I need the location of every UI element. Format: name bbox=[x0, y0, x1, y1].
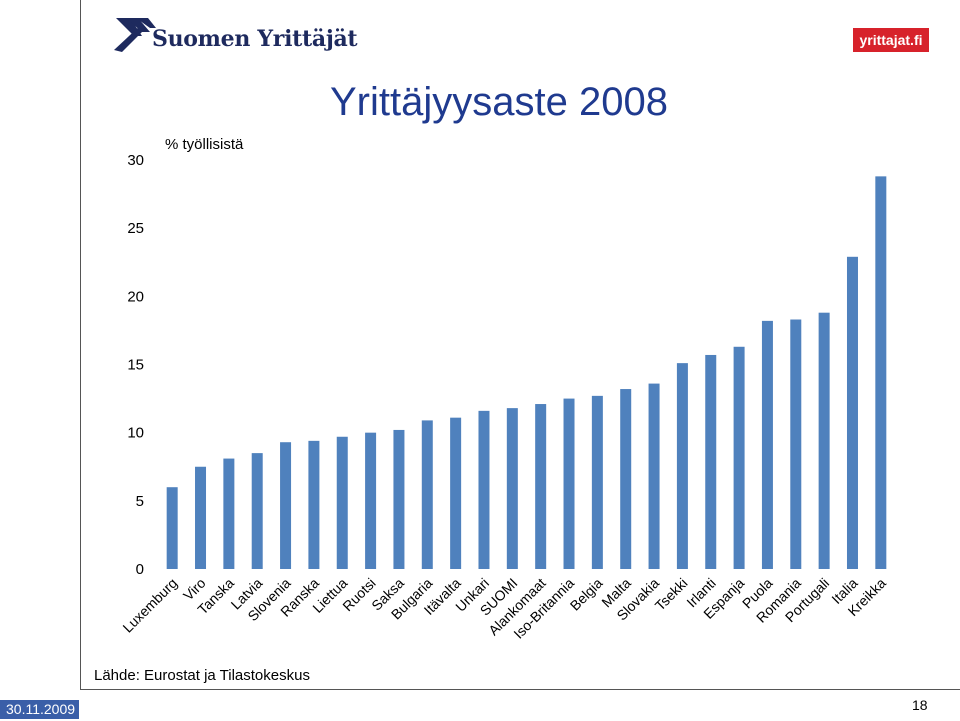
bar-kreikka bbox=[875, 176, 887, 570]
bar-alankomaat bbox=[535, 404, 547, 569]
y-tick-label: 30 bbox=[127, 152, 144, 169]
left-frame-line bbox=[80, 0, 81, 690]
bar-espanja bbox=[733, 346, 745, 569]
bar-tanska bbox=[223, 458, 235, 569]
bar-suomi bbox=[506, 408, 518, 569]
bar-irlanti bbox=[705, 354, 717, 569]
bar-liettua bbox=[336, 436, 348, 569]
bar-malta bbox=[620, 389, 632, 569]
y-tick-label: 0 bbox=[136, 561, 144, 578]
y-tick-label: 25 bbox=[127, 220, 144, 237]
bar-unkari bbox=[478, 410, 490, 569]
bar-slovakia bbox=[648, 383, 660, 569]
footer-date: 30.11.2009 bbox=[0, 700, 80, 719]
bar-slovenia bbox=[280, 442, 292, 569]
logo-text: Suomen Yrittäjät bbox=[152, 26, 358, 52]
source-note: Lähde: Eurostat ja Tilastokeskus bbox=[94, 667, 310, 684]
y-tick-label: 15 bbox=[127, 357, 144, 374]
bar-italia bbox=[846, 256, 858, 569]
x-tick-label: Luxemburg bbox=[119, 575, 180, 636]
page-number: 18 bbox=[912, 697, 928, 713]
y-tick-label: 20 bbox=[127, 288, 144, 305]
y-tick-label: 5 bbox=[136, 493, 144, 510]
bar-belgia bbox=[591, 395, 603, 569]
bar-iso-britannia bbox=[563, 398, 575, 569]
bar-luxemburg bbox=[166, 487, 178, 569]
bar-latvia bbox=[251, 453, 263, 569]
suomen-yrittajat-logo-icon bbox=[114, 18, 156, 52]
bar-romania bbox=[790, 319, 802, 569]
bar-viro bbox=[195, 466, 207, 569]
bar-ruotsi bbox=[365, 432, 377, 569]
bar-bulgaria bbox=[421, 420, 433, 569]
bar-tsekki bbox=[676, 363, 688, 569]
x-tick-label: Belgia bbox=[567, 575, 606, 614]
chart-title: Yrittäjyysaste 2008 bbox=[330, 80, 668, 124]
y-tick-label: 10 bbox=[127, 425, 144, 442]
bar-puola bbox=[761, 320, 773, 569]
bar-itävalta bbox=[450, 417, 462, 569]
bar-ranska bbox=[308, 440, 320, 569]
bottom-frame-line bbox=[80, 689, 960, 690]
y-axis-label: % työllisistä bbox=[165, 136, 244, 153]
bar-saksa bbox=[393, 429, 405, 569]
x-tick-label: Tsekki bbox=[652, 575, 691, 614]
bar-portugali bbox=[818, 312, 830, 569]
yrittajat-badge[interactable]: yrittajat.fi bbox=[853, 28, 929, 52]
